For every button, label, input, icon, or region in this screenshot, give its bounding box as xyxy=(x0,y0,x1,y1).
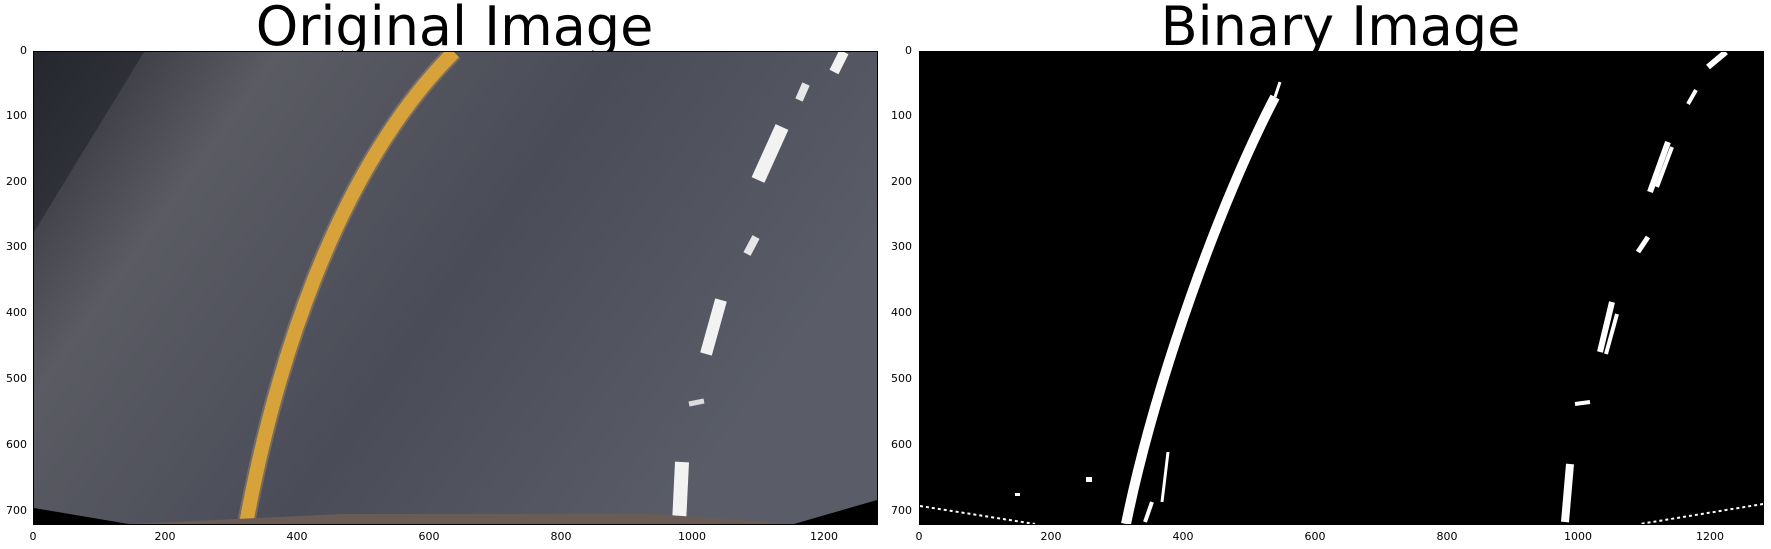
x-tick-label: 800 xyxy=(1436,530,1458,543)
y-tick-label: 100 xyxy=(6,109,27,122)
x-tick-label: 0 xyxy=(29,530,37,543)
x-tick-label: 800 xyxy=(550,530,572,543)
y-tick-label: 700 xyxy=(6,504,27,517)
y-tick-label: 100 xyxy=(891,109,912,122)
x-tick-label: 0 xyxy=(915,530,923,543)
y-tick-label: 0 xyxy=(20,44,27,57)
binary-image-panel: Binary Image 0 100 200 xyxy=(885,0,1771,549)
y-tick-label: 200 xyxy=(891,175,912,188)
panel-title-original: Original Image xyxy=(255,0,654,58)
binary-road-image xyxy=(920,52,1763,524)
original-road-image xyxy=(34,52,877,524)
x-tick-label: 200 xyxy=(154,530,176,543)
y-tick-label: 0 xyxy=(905,44,912,57)
x-tick-label: 1000 xyxy=(1564,530,1592,543)
y-tick-label: 300 xyxy=(6,240,27,253)
y-tick-label: 600 xyxy=(891,438,912,451)
x-tick-label: 200 xyxy=(1040,530,1062,543)
y-tick-label: 500 xyxy=(891,372,912,385)
x-tick-label: 1200 xyxy=(1696,530,1724,543)
y-tick-label: 600 xyxy=(6,438,27,451)
x-tick-label: 400 xyxy=(286,530,308,543)
y-tick-label: 400 xyxy=(6,306,27,319)
x-tick-label: 600 xyxy=(1304,530,1326,543)
x-tick-label: 600 xyxy=(418,530,440,543)
y-tick-label: 200 xyxy=(6,175,27,188)
y-tick-label: 300 xyxy=(891,240,912,253)
x-tick-label: 1000 xyxy=(678,530,706,543)
y-tick-label: 400 xyxy=(891,306,912,319)
binary-image-frame xyxy=(919,51,1764,525)
original-image-frame xyxy=(33,51,878,525)
x-tick-label: 400 xyxy=(1172,530,1194,543)
y-tick-label: 500 xyxy=(6,372,27,385)
panel-title-binary: Binary Image xyxy=(1160,0,1521,58)
original-image-panel: Original Image xyxy=(0,0,885,549)
x-tick-label: 1200 xyxy=(810,530,838,543)
y-tick-label: 700 xyxy=(891,504,912,517)
